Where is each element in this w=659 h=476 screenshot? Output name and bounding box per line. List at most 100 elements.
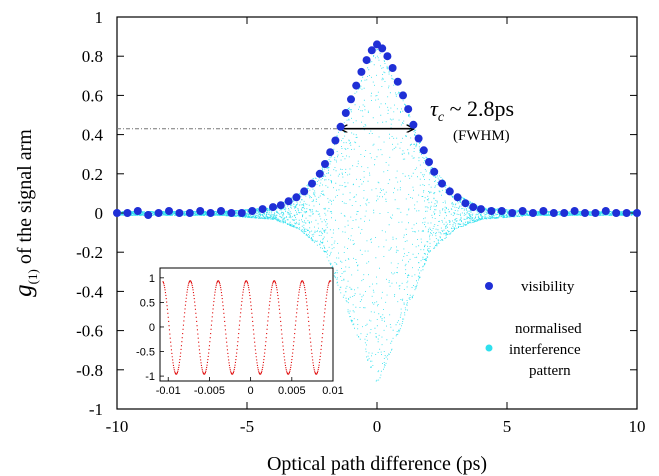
x-tick-label: 10 xyxy=(629,417,646,436)
y-tick-label: 0.2 xyxy=(82,165,103,184)
visibility-point xyxy=(409,120,418,129)
x-axis-title: Optical path difference (ps) xyxy=(267,453,487,475)
inset-y-tick-label: 0.5 xyxy=(140,297,155,309)
legend-visibility-label: visibility xyxy=(521,279,575,295)
legend-pattern-line-2: interference xyxy=(509,342,581,358)
visibility-point xyxy=(227,209,236,217)
visibility-point xyxy=(300,187,309,196)
inset-y-tick-label: -1 xyxy=(145,371,155,383)
visibility-point xyxy=(633,209,641,217)
visibility-point xyxy=(393,77,402,86)
visibility-point xyxy=(133,207,142,215)
axis-ticks: -10 -5 0 5 10-1-0.8-0.6-0.4-0.200.20.40.60.8… xyxy=(76,8,645,436)
inset-plot: -0.01 -0.005 0 0.005 0.01 -1 -0.5 0 0.5 1 xyxy=(136,267,344,397)
visibility-point xyxy=(419,146,428,155)
visibility-point xyxy=(357,67,366,76)
y-axis-g: g xyxy=(10,284,37,297)
tau-symbol: τ xyxy=(430,96,439,121)
visibility-point xyxy=(388,64,397,72)
visibility-point xyxy=(570,207,579,215)
y-tick-label: -0.2 xyxy=(76,243,103,262)
visibility-point xyxy=(362,56,371,65)
visibility-point xyxy=(341,109,350,117)
visibility-point xyxy=(383,52,392,61)
inset-x-tick-label: -0.01 xyxy=(156,385,181,397)
visibility-point xyxy=(175,209,184,217)
tau-subscript: c xyxy=(438,110,445,125)
fwhm-annotation: τc ~ 2.8ps (FWHM) xyxy=(117,96,514,144)
visibility-point xyxy=(123,209,132,217)
y-tick-label: 1 xyxy=(95,8,104,27)
visibility-point xyxy=(581,209,589,217)
visibility-point xyxy=(404,105,413,114)
visibility-point xyxy=(248,207,257,215)
inset-background xyxy=(159,267,334,382)
inset-y-tick-label: -0.5 xyxy=(136,347,155,359)
visibility-point xyxy=(331,136,340,145)
visibility-point xyxy=(113,209,121,217)
visibility-point xyxy=(477,205,485,214)
visibility-point xyxy=(414,134,423,143)
legend-pattern-marker xyxy=(485,344,493,352)
visibility-point xyxy=(539,207,548,215)
visibility-point xyxy=(612,209,621,217)
visibility-point xyxy=(284,197,293,206)
visibility-point xyxy=(308,179,316,188)
legend: visibility normalised interference patte… xyxy=(485,279,582,379)
visibility-point xyxy=(497,207,506,215)
x-tick-label: 5 xyxy=(503,417,512,436)
y-tick-label: 0 xyxy=(95,204,104,223)
visibility-point xyxy=(217,207,225,215)
x-tick-label: -5 xyxy=(240,417,254,436)
visibility-point xyxy=(352,81,361,90)
visibility-point xyxy=(154,209,163,217)
visibility-series xyxy=(113,40,641,219)
visibility-point xyxy=(508,209,517,217)
visibility-point xyxy=(399,91,407,100)
legend-visibility-marker xyxy=(485,282,493,290)
inset-y-tick-label: 1 xyxy=(149,273,155,285)
visibility-point xyxy=(453,193,462,202)
x-tick-label: -10 xyxy=(106,417,129,436)
y-tick-label: -0.6 xyxy=(76,322,103,341)
tau-value: ~ 2.8ps xyxy=(444,96,514,121)
inset-x-tick-label: 0.01 xyxy=(322,385,343,397)
tau-annotation: τc ~ 2.8ps xyxy=(430,96,514,125)
visibility-point xyxy=(445,187,454,196)
visibility-point xyxy=(269,203,277,212)
visibility-point xyxy=(185,209,194,217)
visibility-point xyxy=(315,169,324,178)
visibility-point xyxy=(430,167,439,176)
y-tick-label: -0.4 xyxy=(76,282,103,301)
y-tick-label: 0.4 xyxy=(82,126,104,145)
visibility-point xyxy=(549,209,558,217)
visibility-point xyxy=(425,158,433,166)
visibility-point xyxy=(258,205,267,214)
visibility-point xyxy=(469,203,478,212)
inset-series xyxy=(162,280,332,375)
y-axis-title: g(1) of the signal arm xyxy=(10,129,40,297)
visibility-point xyxy=(438,179,446,188)
visibility-point xyxy=(367,46,376,55)
visibility-point xyxy=(487,207,496,215)
y-tick-label: -1 xyxy=(89,400,103,419)
inset-points xyxy=(162,280,332,375)
visibility-point xyxy=(601,207,610,215)
inset-y-tick-label: 0 xyxy=(149,322,155,334)
y-axis-sub: (1) xyxy=(25,269,40,284)
x-tick-label: 0 xyxy=(373,417,382,436)
inset-x-tick-label: 0.005 xyxy=(278,385,306,397)
visibility-point xyxy=(378,44,387,53)
visibility-point xyxy=(326,148,335,157)
visibility-point xyxy=(321,160,329,168)
inset-x-tick-label: 0 xyxy=(248,385,254,397)
visibility-point xyxy=(622,209,631,217)
visibility-point xyxy=(347,95,355,104)
y-tick-label: 0.8 xyxy=(82,47,103,66)
inset-ticks: -0.01 -0.005 0 0.005 0.01 -1 -0.5 0 0.5 1 xyxy=(136,273,344,397)
visibility-point xyxy=(461,199,470,208)
visibility-point xyxy=(336,122,345,131)
inset-x-tick-label: -0.005 xyxy=(194,385,225,397)
visibility-point xyxy=(276,201,285,210)
